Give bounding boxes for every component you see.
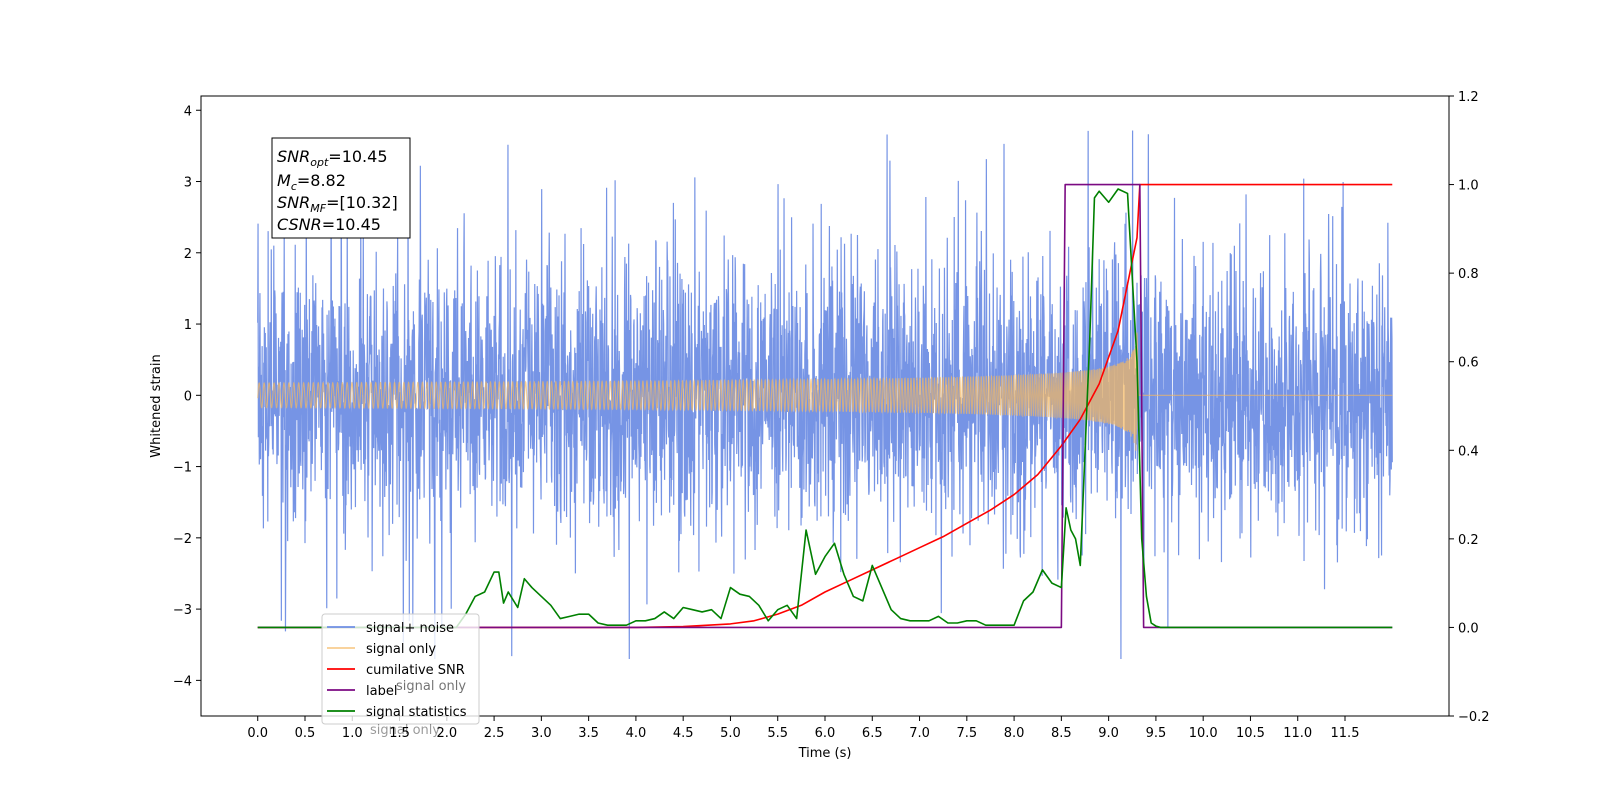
x-tick-label: 10.0 [1189, 726, 1218, 741]
legend-ghost-text-lower: signal only [370, 723, 440, 738]
y2-tick-label: 0.8 [1458, 267, 1479, 282]
legend-label: signal statistics [366, 705, 467, 720]
annotation-csnr: CSNR=10.45 [277, 215, 381, 234]
y-axis-right: −0.2 0.0 0.2 0.4 0.6 0.8 1.0 1.2 [1449, 90, 1490, 725]
y2-tick-label: −0.2 [1458, 710, 1490, 725]
x-tick-label: 2.0 [436, 726, 457, 741]
y-tick-label: −1 [173, 461, 192, 476]
annotation-snr-mf: SNRMF=[10.32] [277, 193, 398, 215]
series-signal-plus-noise [257, 130, 1393, 659]
x-tick-label: 11.5 [1331, 726, 1360, 741]
annotation-frame [271, 137, 411, 239]
x-tick-label: 11.0 [1283, 726, 1312, 741]
x-tick-label: 9.5 [1146, 726, 1167, 741]
y-tick-label: 3 [184, 176, 192, 191]
x-tick-label: 0.0 [247, 726, 268, 741]
legend-label: signal+ noise [366, 621, 454, 636]
y2-tick-label: 0.4 [1458, 444, 1479, 459]
x-tick-label: 7.0 [909, 726, 930, 741]
x-tick-label: 6.5 [862, 726, 883, 741]
x-tick-label: 1.0 [342, 726, 363, 741]
y2-tick-label: 0.6 [1458, 356, 1479, 371]
x-tick-label: 1.5 [389, 726, 410, 741]
x-tick-label: 8.5 [1051, 726, 1072, 741]
y-tick-label: 1 [184, 318, 192, 333]
x-tick-label: 4.0 [626, 726, 647, 741]
x-tick-label: 3.0 [531, 726, 552, 741]
annotation-box: SNRopt=10.45 Mc=8.82 SNRMF=[10.32] CSNR=… [271, 137, 411, 239]
x-tick-label: 8.0 [1004, 726, 1025, 741]
y-tick-label: −3 [173, 603, 192, 618]
legend-label: signal only [366, 642, 436, 657]
y-tick-label: 4 [184, 104, 192, 119]
legend-ghost-text: signal only [396, 679, 466, 694]
x-tick-label: 4.5 [673, 726, 694, 741]
y-axis-left: −4 −3 −2 −1 0 1 2 3 4 [173, 104, 201, 689]
series-signal-statistics [257, 188, 1393, 629]
annotation-chirp-mass: Mc=8.82 [277, 171, 346, 193]
y2-tick-label: 0.0 [1458, 621, 1479, 636]
x-tick-label: 9.0 [1098, 726, 1119, 741]
x-tick-label: 2.5 [484, 726, 505, 741]
legend-label: cumilative SNR [366, 663, 465, 678]
y2-tick-label: 0.2 [1458, 533, 1479, 548]
x-tick-label: 3.5 [578, 726, 599, 741]
x-axis: 0.0 0.5 1.0 1.5 2.0 2.5 3.0 3.5 4.0 4.5 5.0 5.5 6.0 6… [247, 716, 1359, 741]
y-tick-label: 0 [184, 389, 192, 404]
series-layer [257, 130, 1393, 659]
y-tick-label: −2 [173, 532, 192, 547]
x-tick-label: 5.0 [720, 726, 741, 741]
x-tick-label: 6.0 [815, 726, 836, 741]
y-axis-label: Whitened strain [149, 354, 164, 457]
annotation-snr-opt: SNRopt=10.45 [277, 147, 388, 169]
y-tick-label: −4 [173, 674, 192, 689]
x-tick-label: 0.5 [295, 726, 316, 741]
x-tick-label: 7.5 [956, 726, 977, 741]
x-tick-label: 10.5 [1236, 726, 1265, 741]
series-cumilative-snr [257, 183, 1393, 629]
legend-frame [321, 613, 480, 725]
x-tick-label: 5.5 [767, 726, 788, 741]
x-axis-label: Time (s) [798, 746, 852, 761]
y2-tick-label: 1.0 [1458, 179, 1479, 194]
series-signal-only [257, 332, 1393, 451]
legend: signal only signal only signal+ noise sig… [321, 613, 480, 738]
y2-tick-label: 1.2 [1458, 90, 1479, 105]
legend-label: label [366, 684, 397, 699]
y-tick-label: 2 [184, 247, 192, 262]
